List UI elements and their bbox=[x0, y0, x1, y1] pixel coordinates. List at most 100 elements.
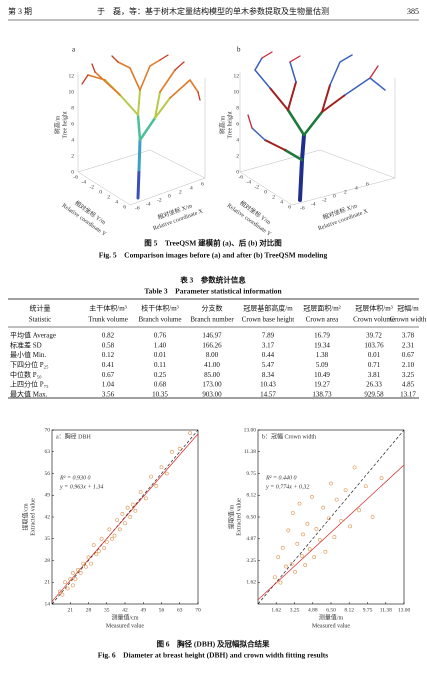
x-tick-label: -6 bbox=[300, 205, 305, 211]
table-cell: 19.27 bbox=[314, 381, 330, 389]
data-point bbox=[307, 547, 312, 552]
data-point bbox=[159, 465, 164, 470]
table-header: 冠层体积/m³ bbox=[355, 304, 393, 313]
tree-panel-b bbox=[239, 51, 396, 206]
y-tick-label: -4 bbox=[81, 179, 86, 185]
z-tick-label: 10 bbox=[234, 89, 240, 95]
y-axis-label: 提取值/m bbox=[227, 505, 235, 530]
data-point bbox=[312, 555, 317, 560]
z-tick-label: 2 bbox=[236, 153, 239, 159]
y-tick-label: 6 bbox=[123, 204, 126, 210]
y-tick-label: 14 bbox=[45, 601, 51, 607]
table-cell: 10.35 bbox=[152, 390, 168, 398]
table-cell: 最大值 Max. bbox=[10, 389, 48, 398]
z-tick-label: 12 bbox=[69, 73, 75, 79]
table-header: Branch volume bbox=[139, 316, 182, 324]
y-tick-label: 4.87 bbox=[246, 536, 256, 542]
x-tick-label: 2 bbox=[179, 189, 182, 195]
table-cell: 3.78 bbox=[402, 332, 415, 340]
data-point bbox=[94, 552, 99, 557]
x-tick-label: -2 bbox=[322, 197, 327, 203]
figure-caption-cn: 图 6 胸径 (DBH) 及冠幅拟合结果 bbox=[156, 639, 270, 649]
table-cell: 2.31 bbox=[402, 341, 415, 349]
y-tick-label: 6.50 bbox=[246, 514, 256, 520]
y-tick-label: 28 bbox=[45, 558, 51, 564]
data-point bbox=[107, 527, 112, 532]
x-tick-label: 2 bbox=[344, 189, 347, 195]
data-point bbox=[334, 497, 339, 502]
fit-equation: y = 0.774x + 0.32 bbox=[265, 483, 309, 490]
table-cell: 3.56 bbox=[102, 390, 115, 398]
fit-line bbox=[51, 433, 199, 602]
y-tick-label: 6 bbox=[288, 204, 291, 210]
y-tick-label: 70 bbox=[45, 427, 51, 433]
y-tick-label: -4 bbox=[246, 179, 251, 185]
data-point bbox=[99, 536, 104, 541]
table-header: 分支数 bbox=[202, 304, 223, 313]
data-point bbox=[128, 515, 133, 519]
data-point bbox=[104, 539, 109, 544]
y-tick-label: 3.25 bbox=[246, 558, 256, 564]
data-point bbox=[112, 533, 117, 538]
table-header: 冠层面积/m² bbox=[303, 304, 341, 313]
x-tick-label: 70 bbox=[195, 607, 201, 613]
figure-caption-cn: 图 5 TreeQSM 建模前 (a)、后 (b) 对比图 bbox=[144, 238, 282, 248]
data-point bbox=[272, 575, 277, 580]
data-point bbox=[293, 569, 297, 574]
table-cell: 中位数 P₅₀ bbox=[10, 370, 42, 379]
table-cell: 标准差 SD bbox=[10, 340, 42, 349]
z-axis-label: 树高/m bbox=[53, 116, 61, 135]
z-tick-label: 8 bbox=[236, 105, 239, 111]
table-header: Crown width bbox=[390, 316, 427, 324]
chart-title: a：胸径 DBH bbox=[56, 432, 91, 440]
table-cell: 0.41 bbox=[102, 361, 115, 369]
data-point bbox=[352, 465, 357, 470]
tree-panel-a bbox=[77, 54, 206, 206]
y-tick-label: 8.12 bbox=[246, 493, 256, 499]
data-point bbox=[149, 474, 153, 479]
x-axis-label: 测量值/m bbox=[319, 613, 344, 621]
data-point bbox=[348, 524, 352, 529]
data-point bbox=[91, 543, 96, 547]
table-cell: 39.72 bbox=[366, 332, 382, 340]
table-cell: 0.67 bbox=[102, 371, 115, 379]
data-point bbox=[70, 571, 75, 575]
x-tick-label: 6 bbox=[201, 181, 204, 187]
plot-frame bbox=[51, 429, 199, 605]
table-header: Branch number bbox=[190, 316, 234, 324]
data-point bbox=[339, 519, 344, 523]
figure-caption-en: Fig. 6 Diameter at breast height (DBH) a… bbox=[98, 651, 329, 660]
data-point bbox=[284, 564, 288, 569]
x-tick-label: 4.88 bbox=[308, 607, 318, 613]
x-tick-label: -4 bbox=[311, 201, 316, 207]
data-point bbox=[57, 589, 62, 594]
x-axis-label: Measured value bbox=[312, 623, 350, 629]
z-tick-label: 4 bbox=[236, 137, 239, 143]
data-point bbox=[370, 515, 375, 519]
data-point bbox=[329, 481, 333, 486]
data-point bbox=[78, 571, 83, 575]
table-cell: 146.97 bbox=[202, 332, 222, 340]
x-tick-label: -4 bbox=[146, 201, 151, 207]
table-title-cn: 表 3 参数统计信息 bbox=[180, 275, 246, 285]
data-point bbox=[278, 580, 283, 585]
table-cell: 929.58 bbox=[364, 390, 384, 398]
table-cell: 0.25 bbox=[154, 371, 167, 379]
reference-line bbox=[51, 429, 199, 605]
z-axis-label: 树高/m bbox=[218, 116, 226, 135]
data-point bbox=[280, 545, 285, 550]
x-tick-label: 56 bbox=[159, 607, 165, 613]
x-axis-label: Measured value bbox=[106, 623, 144, 629]
data-point bbox=[89, 561, 94, 566]
z-axis-label: Tree height bbox=[62, 111, 68, 139]
table-cell: 0.71 bbox=[368, 361, 381, 369]
data-point bbox=[110, 536, 114, 541]
y-axis-label: Extracted value bbox=[236, 498, 242, 536]
table-cell: 2.10 bbox=[402, 361, 415, 369]
data-point bbox=[188, 431, 193, 436]
z-tick-label: 8 bbox=[71, 105, 74, 111]
table-cell: 最小值 Min. bbox=[10, 350, 46, 359]
table-header: 冠层基部高度/m bbox=[243, 304, 293, 313]
table-cell: 4.85 bbox=[402, 381, 415, 389]
y-tick-label: 4 bbox=[115, 199, 118, 205]
